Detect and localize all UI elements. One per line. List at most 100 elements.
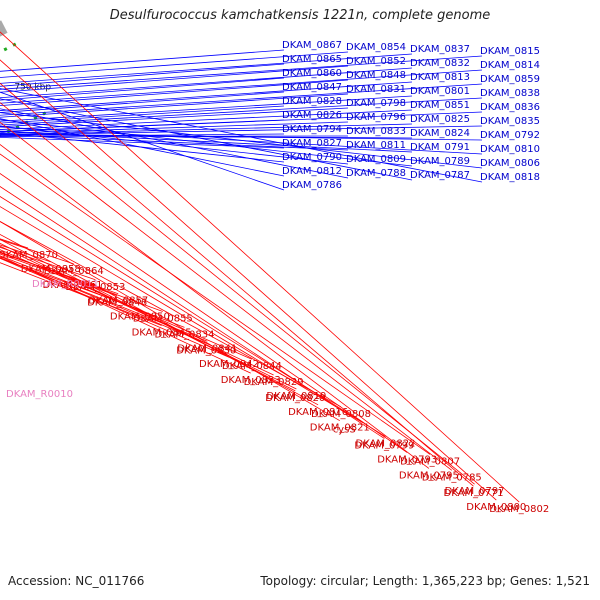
- forward-label-leader: [0, 63, 285, 87]
- forward-gene-label: DKAM_0801: [410, 86, 470, 97]
- reverse-label-leader: [0, 102, 475, 485]
- forward-label-leader: [0, 67, 413, 99]
- reverse-label-leader: [0, 257, 207, 344]
- forward-label-leader: [0, 77, 285, 101]
- reverse-gene-label: DKAM_0846: [87, 298, 147, 309]
- forward-gene-label: DKAM_0867: [282, 40, 342, 51]
- reverse-gene-label: DKAM_0820: [265, 393, 325, 404]
- forward-label-leader: [0, 112, 483, 169]
- reverse-label-leader: [0, 257, 208, 342]
- forward-gene-label: DKAM_0825: [410, 114, 470, 125]
- forward-label-leader: [0, 105, 285, 124]
- reverse-label-leader: [0, 221, 342, 408]
- forward-gene-label: DKAM_0859: [480, 74, 540, 85]
- reverse-gene-label: DKAM_0807: [400, 456, 460, 467]
- forward-label-leader: [0, 135, 349, 137]
- forward-gene-label: DKAM_0810: [480, 144, 540, 155]
- reverse-gene-label: DKAM_0793: [377, 455, 437, 466]
- forward-gene-label: DKAM_0811: [346, 140, 406, 151]
- reverse-gene-label: DKAM_0842: [199, 359, 259, 370]
- reverse-label-leader: [0, 221, 341, 422]
- forward-gene-label: DKAM_0812: [282, 166, 342, 177]
- forward-gene-label: DKAM_0794: [282, 124, 342, 135]
- forward-gene-label: DKAM_0790: [282, 152, 342, 163]
- forward-gene-label: DKAM_0788: [346, 168, 406, 179]
- forward-gene-label: DKAM_0838: [480, 88, 540, 99]
- reverse-gene-label: DKAM_0823: [221, 375, 281, 386]
- reverse-label-leader: [0, 31, 520, 503]
- reverse-gene-label: DKAM_0870: [0, 250, 58, 261]
- forward-gene-label: DKAM_0813: [410, 72, 470, 83]
- forward-gene-label: DKAM_0847: [282, 82, 342, 93]
- forward-label-leader: [0, 65, 349, 93]
- forward-gene-label: DKAM_0791: [410, 142, 470, 153]
- forward-label-leader: [0, 126, 483, 155]
- forward-gene-label: DKAM_0828: [282, 96, 342, 107]
- forward-label-leader: [0, 131, 285, 163]
- forward-label-leader: [0, 98, 413, 181]
- reverse-gene-label: DKAM_0829: [244, 377, 304, 388]
- forward-label-leader: [0, 107, 349, 128]
- reverse-gene-label: DKAM_0816: [288, 407, 348, 418]
- reverse-gene-label: DKAM_0821: [310, 423, 370, 434]
- forward-label-leader: [0, 51, 349, 78]
- reverse-label-leader: [0, 257, 230, 358]
- reverse-label-leader: [0, 153, 431, 455]
- forward-gene-label: DKAM_0806: [480, 158, 540, 169]
- forward-label-leader: [0, 53, 413, 84]
- reverse-label-leader: [0, 82, 474, 487]
- reverse-gene-label: DKAM_0864: [44, 266, 104, 277]
- tick-label: 750 kbp: [14, 83, 51, 93]
- reverse-gene-label: DKAM_0800: [466, 502, 526, 513]
- reverse-gene-label: DKAM_0797: [445, 486, 505, 497]
- reverse-gene-label: DKAM_0819: [266, 391, 326, 402]
- forward-gene-label: DKAM_0851: [410, 100, 470, 111]
- forward-gene-label: DKAM_0786: [282, 180, 342, 191]
- forward-gene-label: DKAM_0814: [480, 60, 540, 71]
- reverse-label-leader: [0, 233, 319, 406]
- reverse-gene-label: DKAM_0834: [155, 329, 215, 340]
- reverse-label-leader: [0, 246, 96, 281]
- forward-label-leader: [0, 125, 349, 165]
- reverse-gene-label: DKAM_0795: [399, 470, 459, 481]
- reverse-gene-label: DKAM_0861: [43, 280, 103, 291]
- forward-gene-label: DKAM_0852: [346, 56, 406, 67]
- forward-label-leader: [0, 136, 285, 149]
- forward-gene-box: [0, 20, 8, 39]
- reverse-gene-label: DKAM_0785: [422, 472, 482, 483]
- accession-label: Accession: NC_011766: [8, 574, 145, 588]
- forward-label-leader: [0, 108, 349, 179]
- map-graphics: 870 kbp860 kbp850 kbp840 kbp830 kbp820 k…: [0, 20, 549, 515]
- reverse-label-leader: [0, 239, 296, 392]
- reverse-gene-label: DKAM_0822: [356, 439, 416, 450]
- reverse-gene-label: DKAM_0830: [176, 345, 236, 356]
- forward-gene-label: DKAM_0809: [346, 154, 406, 165]
- forward-gene-label: DKAM_0792: [480, 130, 540, 141]
- reverse-gene-label: DKAM_0845: [132, 328, 192, 339]
- forward-label-leader: [0, 81, 413, 111]
- forward-label-leader: [0, 97, 483, 126]
- reverse-gene-label: DKAM_0853: [65, 282, 125, 293]
- reverse-label-leader: [0, 143, 430, 469]
- forward-gene-label: DKAM_0833: [346, 126, 406, 137]
- forward-label-leader: [0, 109, 413, 130]
- forward-label-leader: [0, 91, 285, 113]
- forward-gene-label: DKAM_0789: [410, 156, 470, 167]
- rna-gene-label: DKAM_R0010: [6, 389, 73, 400]
- reverse-gene-label: DKAM_0799: [354, 441, 414, 452]
- forward-label-leader: [0, 79, 349, 106]
- forward-gene-label: DKAM_0831: [346, 84, 406, 95]
- forward-label-leader: [0, 133, 285, 137]
- forward-gene-label: DKAM_0826: [282, 110, 342, 121]
- forward-gene-label: DKAM_0836: [480, 102, 540, 113]
- forward-gene-label: DKAM_0818: [480, 172, 540, 183]
- forward-gene-label: DKAM_0824: [410, 128, 470, 139]
- forward-gene-label: DKAM_0832: [410, 58, 470, 69]
- forward-gene-label: DKAM_0848: [346, 70, 406, 81]
- reverse-label-leader: [0, 59, 497, 501]
- forward-label-leader: [0, 119, 413, 167]
- forward-label-leader: [0, 95, 413, 122]
- forward-gene-label: DKAM_0815: [480, 46, 540, 57]
- forward-label-leader: [0, 88, 483, 183]
